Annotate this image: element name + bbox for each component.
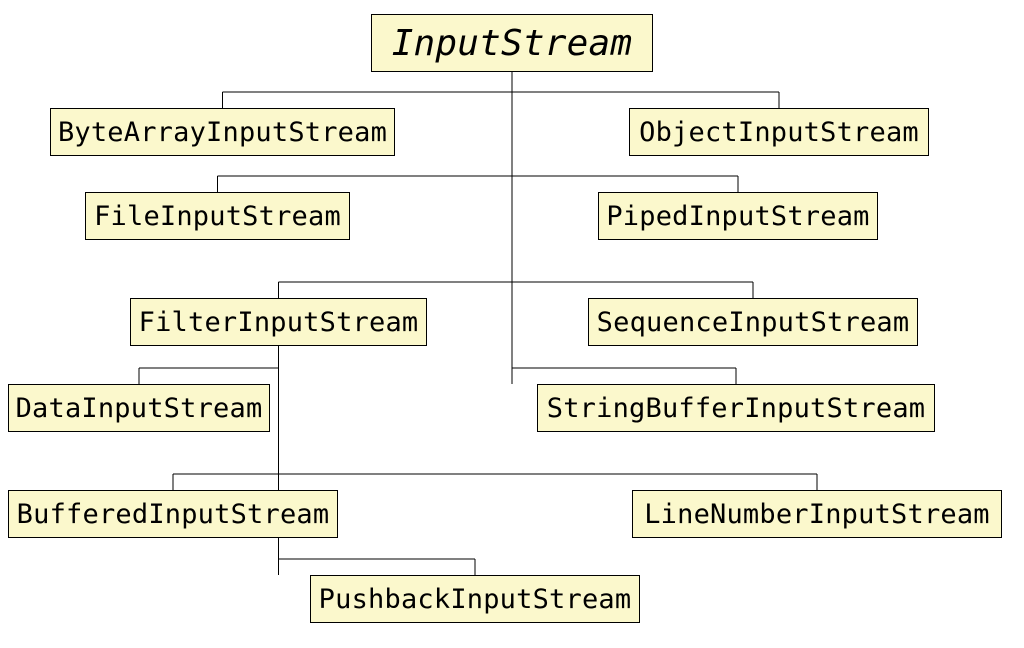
node-objectinputstream: ObjectInputStream [629, 108, 929, 156]
node-label: InputStream [392, 23, 633, 64]
node-pushbackinputstream: PushbackInputStream [310, 575, 640, 623]
node-label: FileInputStream [94, 201, 341, 232]
node-pipedinputstream: PipedInputStream [598, 192, 878, 240]
node-filterinputstream: FilterInputStream [130, 298, 427, 346]
node-label: PushbackInputStream [319, 584, 632, 615]
node-label: StringBufferInputStream [547, 393, 925, 424]
node-label: LineNumberInputStream [644, 499, 990, 530]
node-label: SequenceInputStream [597, 307, 910, 338]
diagram-canvas: InputStream ByteArrayInputStream ObjectI… [0, 0, 1024, 648]
node-inputstream: InputStream [371, 14, 653, 72]
node-linenumberinputstream: LineNumberInputStream [632, 490, 1002, 538]
node-label: BufferedInputStream [17, 499, 330, 530]
node-sequenceinputstream: SequenceInputStream [588, 298, 918, 346]
node-datainputstream: DataInputStream [8, 384, 270, 432]
node-label: FilterInputStream [139, 307, 419, 338]
node-bufferedinputstream: BufferedInputStream [8, 490, 338, 538]
node-label: ObjectInputStream [639, 117, 919, 148]
node-label: PipedInputStream [606, 201, 869, 232]
node-fileinputstream: FileInputStream [85, 192, 350, 240]
node-label: DataInputStream [16, 393, 263, 424]
node-stringbufferinputstream: StringBufferInputStream [537, 384, 935, 432]
node-label: ByteArrayInputStream [58, 117, 387, 148]
node-bytearrayinputstream: ByteArrayInputStream [50, 108, 395, 156]
